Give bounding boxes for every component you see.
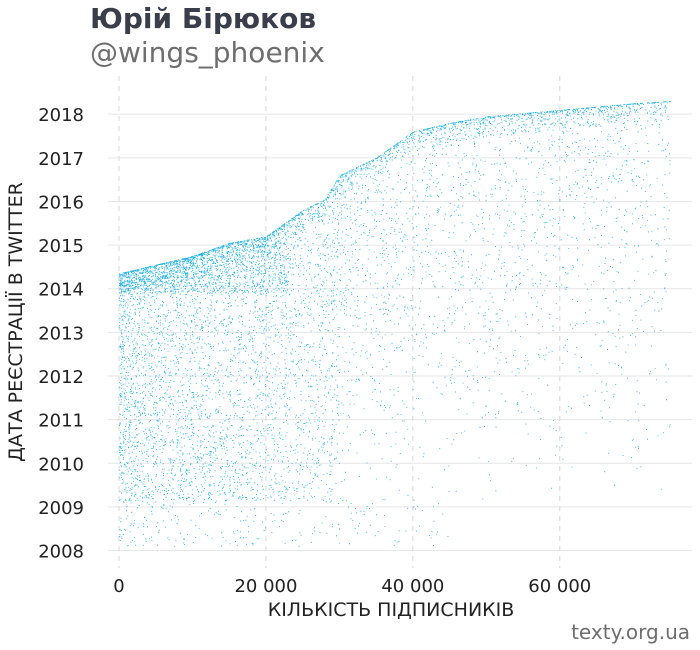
y-tick-label: 2012: [38, 367, 84, 388]
y-tick-label: 2016: [38, 192, 84, 213]
points-layer: [119, 101, 671, 547]
grid-layer: [108, 76, 692, 568]
y-tick-label: 2018: [38, 105, 84, 126]
scatter-points: [119, 101, 671, 547]
y-tick-label: 2014: [38, 280, 84, 301]
y-tick-label: 2009: [38, 498, 84, 519]
x-tick-label: 0: [113, 576, 124, 597]
y-tick-label: 2013: [38, 323, 84, 344]
ticks-layer: 2008 2009 2010 2011 2012 2013 2014 2015 2016 2017…: [38, 105, 591, 597]
y-tick-label: 2017: [38, 149, 84, 170]
y-tick-label: 2015: [38, 236, 84, 257]
x-tick-label: 40 000: [381, 576, 444, 597]
credit-text: texty.org.ua: [571, 620, 690, 644]
y-tick-label: 2011: [38, 411, 84, 432]
y-tick-label: 2010: [38, 454, 84, 475]
x-tick-label: 20 000: [234, 576, 297, 597]
x-axis-label: КІЛЬКІСТЬ ПІДПИСНИКІВ: [268, 599, 515, 621]
chart-subtitle: @wings_phoenix: [90, 36, 325, 69]
y-tick-label: 2008: [38, 542, 84, 563]
y-axis-label: ДАТА РЕЄСТРАЦІЇ В TWITTER: [4, 182, 27, 462]
x-tick-label: 60 000: [528, 576, 591, 597]
chart-title: Юрій Бірюков: [90, 2, 317, 35]
